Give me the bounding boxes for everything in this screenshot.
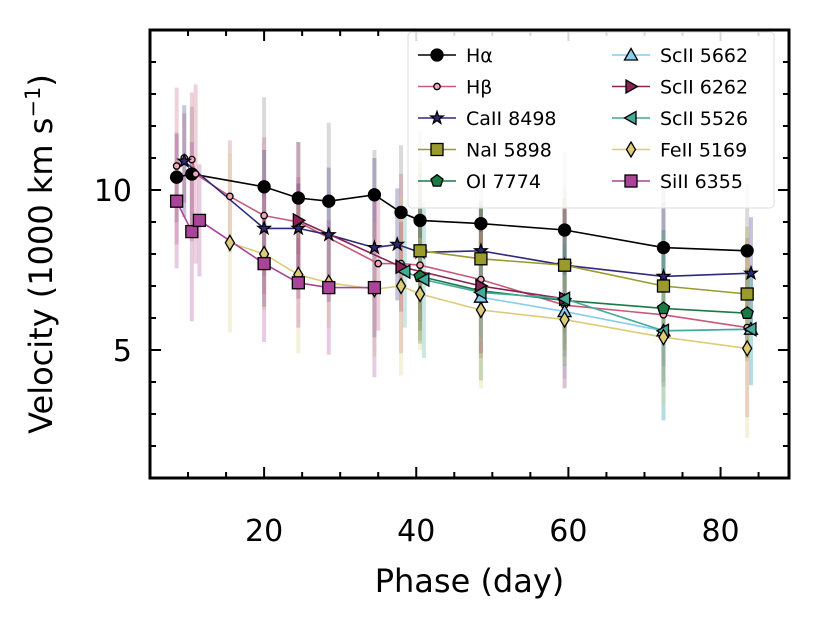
data-point: [291, 191, 305, 205]
legend-label: ScII 6262: [660, 77, 748, 99]
data-point: [658, 328, 669, 346]
legend-marker: [623, 110, 637, 126]
data-point: [366, 239, 383, 255]
data-point: [557, 258, 572, 272]
legend-label: CaII 8498: [466, 108, 557, 130]
series-line: [175, 200, 375, 289]
x-axis-label: Phase (day): [375, 562, 565, 600]
legend-marker: [624, 174, 638, 188]
legend-box: [407, 31, 775, 209]
data-point: [224, 234, 236, 252]
data-point: [474, 216, 488, 231]
data-point: [256, 219, 273, 236]
data-point: [367, 280, 382, 295]
legend-label: FeII 5169: [660, 140, 747, 162]
legend-label: SiII 6355: [660, 171, 743, 193]
legend-label: ScII 5662: [660, 45, 748, 67]
data-point: [176, 152, 193, 169]
data-point: [322, 194, 336, 208]
data-point: [743, 321, 757, 337]
legend-marker: [625, 140, 637, 159]
legend-label: Hβ: [466, 77, 492, 99]
legend-marker: [430, 173, 444, 187]
data-point: [395, 277, 407, 295]
data-point: [557, 223, 572, 237]
x-tick-label: 40: [397, 514, 435, 549]
data-point: [389, 235, 406, 252]
axis-ticks: [150, 30, 789, 478]
legend-label: ScII 5526: [660, 108, 748, 130]
data-point: [655, 267, 672, 284]
data-point: [413, 213, 427, 228]
axis-tick-labels: 20 40 60 80 5 10: [94, 174, 740, 549]
data-point: [172, 162, 181, 170]
legend-label: OI 7774: [466, 171, 541, 193]
x-tick-label: 80: [701, 514, 739, 549]
data-point: [416, 271, 430, 288]
data-point: [740, 244, 754, 258]
y-tick-label: 5: [113, 334, 132, 369]
legend-marker: [430, 48, 444, 62]
series-markers: [169, 152, 759, 358]
legend: Hα Hβ CaII 8498 NaI 5898 OI 7774 ScII 5662 ScI…: [407, 31, 775, 209]
legend-marker: [623, 47, 639, 61]
data-point: [367, 188, 382, 202]
data-point: [475, 301, 487, 319]
data-point: [226, 192, 234, 201]
data-point: [656, 279, 671, 293]
legend-marker: [433, 82, 441, 91]
data-point: [257, 180, 271, 194]
data-point: [656, 301, 671, 315]
data-point: [192, 213, 207, 228]
legend-marker: [430, 142, 444, 157]
data-point: [473, 284, 487, 301]
data-point: [740, 287, 754, 301]
data-point: [656, 240, 671, 255]
data-point: [742, 264, 759, 281]
data-point: [394, 205, 408, 220]
legend-label: Hα: [466, 45, 493, 67]
data-point: [169, 170, 184, 184]
data-point: [185, 224, 199, 239]
data-point: [322, 280, 336, 295]
legend-marker: [428, 109, 446, 125]
data-point: [374, 259, 383, 268]
data-point: [556, 291, 571, 307]
y-tick-label: 10: [94, 174, 132, 209]
data-point: [169, 194, 184, 208]
legend-label: NaI 5898: [466, 140, 552, 162]
series-line: [297, 219, 565, 300]
data-point: [474, 252, 488, 266]
data-point: [740, 306, 754, 319]
data-point: [559, 310, 570, 329]
y-axis-label: Velocity (1000 km s−1): [21, 74, 60, 434]
legend-marker: [625, 78, 639, 95]
data-point: [260, 211, 268, 220]
data-point: [416, 261, 424, 270]
data-point: [292, 212, 307, 229]
series-line: [176, 173, 748, 252]
data-point: [413, 244, 427, 258]
data-point: [191, 170, 200, 178]
data-point: [320, 226, 337, 242]
data-point: [741, 339, 753, 358]
data-point: [257, 256, 271, 271]
x-tick-label: 60: [549, 514, 587, 549]
data-point: [397, 263, 411, 280]
x-tick-label: 20: [245, 514, 283, 549]
data-point: [414, 285, 426, 303]
data-point: [291, 276, 305, 290]
